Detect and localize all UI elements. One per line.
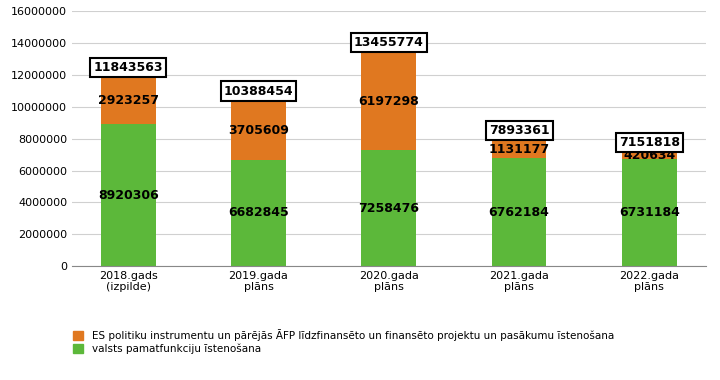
Bar [101,124,156,266]
Text: 8920306: 8920306 [98,188,158,201]
Text: 13455774: 13455774 [354,36,424,49]
Bar [231,160,286,266]
Text: 420634: 420634 [624,149,675,162]
Text: 11843563: 11843563 [94,61,163,74]
Text: 2923257: 2923257 [98,94,158,107]
Text: 6762184: 6762184 [489,206,549,219]
Text: 1131177: 1131177 [489,143,549,156]
Text: 7151818: 7151818 [619,136,680,149]
Text: 6731184: 6731184 [619,206,680,219]
Bar [361,150,416,266]
Bar [622,152,677,159]
Bar [622,159,677,266]
Text: 6682845: 6682845 [228,206,289,219]
Legend: ES politiku instrumentu un pārējās ĀFP līdzfinansēto un finansēto projektu un pa: ES politiku instrumentu un pārējās ĀFP l… [71,327,616,356]
Text: 7893361: 7893361 [489,124,549,137]
Text: 7258476: 7258476 [359,202,419,215]
Bar [101,78,156,124]
Bar [231,101,286,160]
Text: 10388454: 10388454 [224,84,293,98]
Text: 6197298: 6197298 [359,95,419,108]
Bar [492,140,546,158]
Bar [361,52,416,150]
Text: 3705609: 3705609 [228,124,289,137]
Bar [492,158,546,266]
